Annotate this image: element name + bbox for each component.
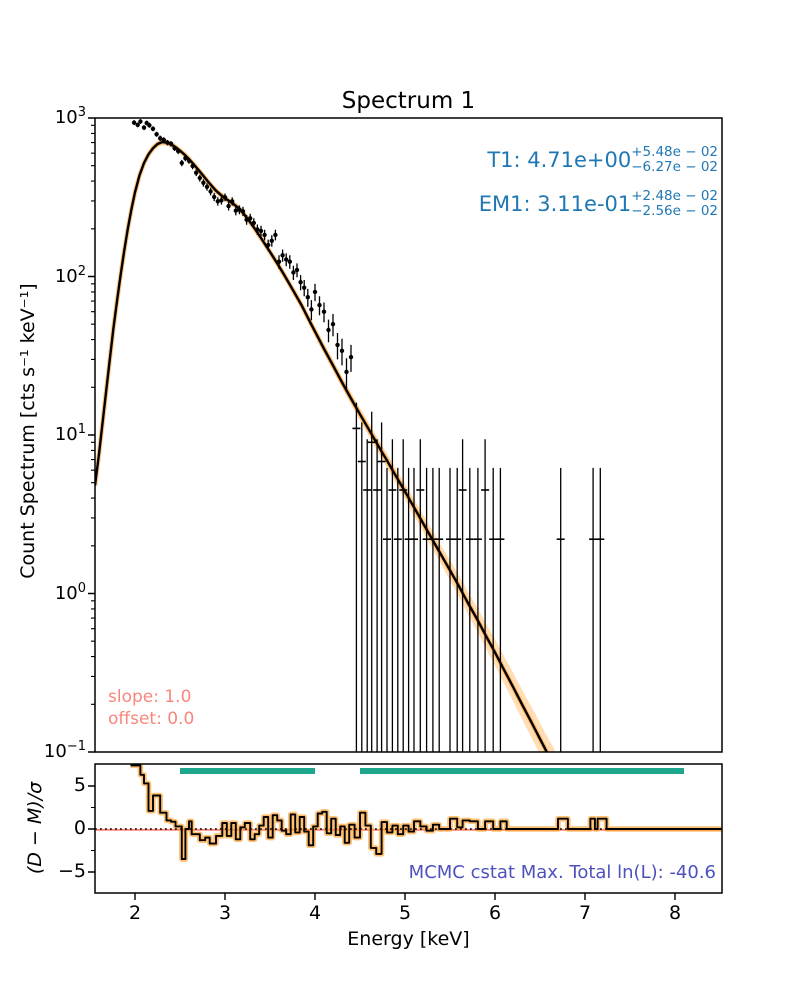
x-tick-label: 3 (218, 902, 232, 924)
t1-uncertainty: +5.48e − 02 −6.27e − 02 (631, 144, 718, 176)
em1-upper-error: +2.48e − 02 (631, 188, 718, 205)
em1-lower-error: −2.56e − 02 (631, 203, 718, 220)
residual-y-tick-label: −5 (57, 860, 86, 882)
em1-uncertainty: +2.48e − 02 −2.56e − 02 (631, 189, 718, 219)
x-tick-label: 7 (578, 902, 592, 924)
fit-parameter-t1: T1: 4.71e+00 +5.48e − 02 −6.27e − 02 (479, 144, 718, 176)
residual-step-line (130, 764, 722, 861)
residual-step-glow (130, 764, 722, 862)
fit-parameter-em1: EM1: 3.11e-01 +2.48e − 02 −2.56e − 02 (478, 189, 718, 220)
energy-selection-band (180, 768, 315, 774)
residual-panel-content (95, 764, 722, 862)
t1-lower-error: −6.27e − 02 (631, 159, 718, 176)
qq-calibration-text: slope: 1.0 offset: 0.0 (108, 686, 194, 731)
main-y-tick-label: 100 (54, 580, 86, 604)
fit-parameters: T1: 4.71e+00 +5.48e − 02 −6.27e − 02 EM1: … (478, 144, 718, 234)
em1-value: EM1: 3.11e-01 (478, 192, 632, 217)
main-y-tick-label: 102 (54, 263, 86, 287)
x-axis-label: Energy [keV] (347, 928, 470, 950)
slope-label: slope: 1.0 (108, 687, 192, 707)
offset-label: offset: 0.0 (108, 709, 195, 730)
t1-value: T1: 4.71e+00 (487, 148, 632, 173)
major-ticks (88, 117, 676, 900)
x-tick-label: 6 (488, 902, 502, 924)
main-y-tick-label: 101 (54, 422, 86, 445)
main-panel-content (95, 119, 605, 752)
main-y-tick-label: 10−1 (43, 739, 86, 762)
x-tick-label: 8 (668, 902, 682, 924)
model-curve (95, 140, 549, 752)
main-y-tick-label: 103 (54, 105, 86, 128)
plot-title: Spectrum 1 (341, 88, 476, 114)
minor-ticks (91, 124, 95, 852)
residual-y-tick-label: 0 (73, 817, 86, 839)
residual-y-tick-label: 5 (73, 774, 86, 796)
model-uncertainty-band (95, 139, 555, 752)
x-tick-label: 2 (128, 902, 142, 924)
error-bars (133, 119, 601, 752)
x-tick-label: 5 (398, 902, 412, 924)
x-tick-label: 4 (308, 902, 322, 924)
t1-upper-error: +5.48e − 02 (631, 144, 718, 160)
energy-selection-band (360, 768, 684, 774)
mcmc-likelihood-label: MCMC cstat Max. Total ln(L): -40.6 (408, 862, 716, 883)
